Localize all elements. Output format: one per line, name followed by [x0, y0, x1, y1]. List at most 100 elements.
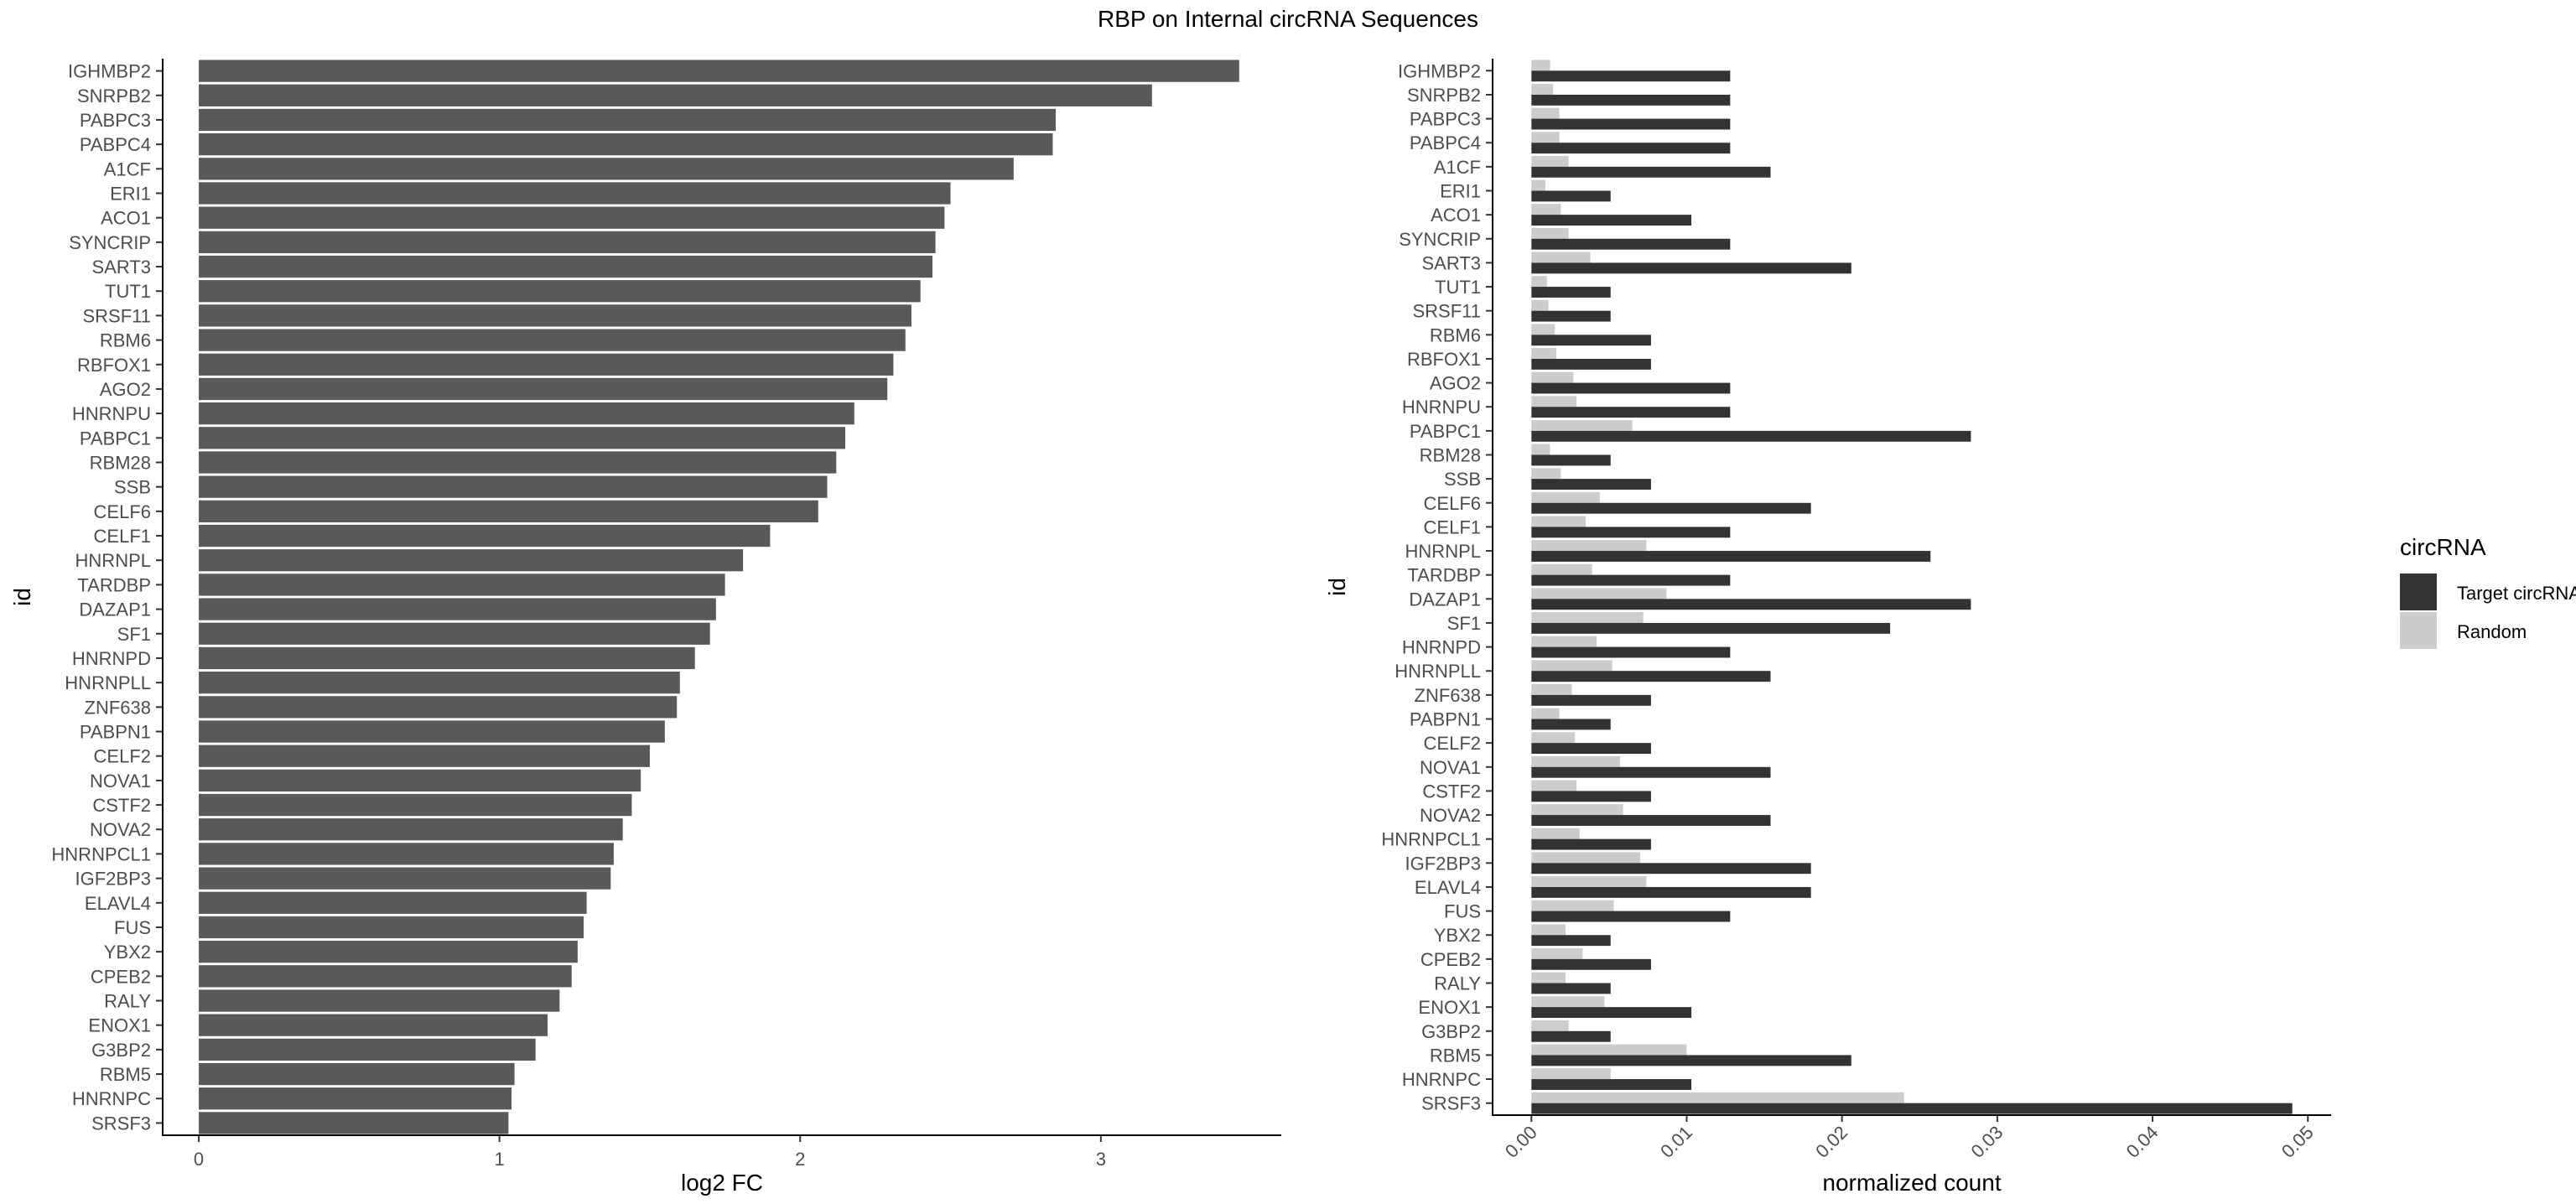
y-tick-label-ssb: SSB: [114, 477, 151, 498]
y-tick-label-hnrnpll: HNRNPLL: [1394, 661, 1481, 682]
y-tick-label-rbm28: RBM28: [1420, 445, 1481, 466]
bar-target-nova1: [1531, 766, 1771, 778]
bar-random-hnrnpl: [1531, 540, 1647, 552]
x-tick-label: 0: [194, 1149, 204, 1170]
bar-target-pabpc3: [1531, 118, 1731, 130]
bar-target-raly: [1531, 983, 1611, 994]
y-tick-label-sf1: SF1: [1447, 613, 1481, 634]
bar-random-cstf2: [1531, 780, 1576, 791]
y-tick-label-hnrnpd: HNRNPD: [72, 648, 151, 669]
bar-hnrnpcl1: [199, 843, 614, 865]
bar-syncrip: [199, 231, 936, 253]
bar-ago2: [199, 377, 888, 401]
bar-target-srsf3: [1531, 1103, 2293, 1114]
y-tick-label-rbm5: RBM5: [100, 1064, 151, 1085]
y-tick-label-srsf11: SRSF11: [82, 305, 151, 326]
y-tick-label-cstf2: CSTF2: [92, 795, 151, 816]
bar-random-hnrnpcl1: [1531, 828, 1580, 839]
bar-random-snrpb2: [1531, 84, 1554, 95]
bar-snrpb2: [199, 84, 1152, 106]
y-tick-label-celf1: CELF1: [94, 526, 151, 547]
bar-celf2: [199, 745, 650, 767]
y-tick-label-snrpb2: SNRPB2: [1407, 85, 1481, 106]
y-tick-label-igf2bp3: IGF2BP3: [75, 869, 151, 890]
y-tick-label-hnrnpu: HNRNPU: [72, 403, 151, 424]
y-tick-label-hnrnpl: HNRNPL: [75, 550, 151, 571]
bar-pabpn1: [199, 720, 665, 743]
y-tick-label-pabpn1: PABPN1: [80, 722, 151, 743]
y-tick-label-fus: FUS: [1444, 901, 1481, 922]
y-tick-label-znf638: ZNF638: [85, 697, 151, 718]
bar-nova2: [199, 818, 623, 841]
bar-random-pabpc3: [1531, 107, 1560, 119]
bar-target-pabpc1: [1531, 430, 1971, 442]
bar-random-dazap1: [1531, 588, 1667, 599]
bar-celf6: [199, 500, 818, 522]
bar-target-syncrip: [1531, 238, 1731, 250]
y-tick-label-fus: FUS: [114, 917, 151, 938]
bar-target-dazap1: [1531, 599, 1971, 610]
bar-target-ssb: [1531, 479, 1651, 490]
bar-target-tut1: [1531, 287, 1611, 298]
y-tick-label-rbm6: RBM6: [100, 330, 151, 351]
y-tick-label-pabpc3: PABPC3: [80, 110, 151, 131]
bar-random-cpeb2: [1531, 947, 1583, 959]
y-tick-label-pabpc3: PABPC3: [1410, 109, 1481, 130]
x-tick-label: 2: [795, 1149, 805, 1170]
y-tick-label-srsf3: SRSF3: [91, 1113, 151, 1134]
bar-target-elavl4: [1531, 886, 1811, 898]
bar-random-enox1: [1531, 996, 1605, 1008]
bar-random-pabpc1: [1531, 419, 1633, 431]
bar-fus: [199, 916, 584, 939]
bar-target-fus: [1531, 911, 1731, 922]
bar-srsf11: [199, 304, 911, 327]
bar-random-pabpn1: [1531, 708, 1560, 719]
bar-ighmbp2: [199, 60, 1239, 82]
bar-target-hnrnpu: [1531, 407, 1731, 418]
y-tick-label-a1cf: A1CF: [1434, 157, 1481, 178]
left-y-tick-labels: IGHMBP2 SNRPB2 PABPC3 PABPC4 A1CF ERI1 ACO1 SYN…: [51, 61, 163, 1134]
y-tick-label-srsf3: SRSF3: [1421, 1093, 1481, 1114]
bar-rbm5: [199, 1062, 515, 1086]
bar-aco1: [199, 206, 945, 229]
bar-raly: [199, 989, 560, 1012]
bar-target-cstf2: [1531, 791, 1651, 802]
bar-tardbp: [199, 573, 725, 596]
y-tick-label-celf6: CELF6: [1424, 493, 1481, 514]
bar-target-celf6: [1531, 502, 1811, 514]
y-tick-label-ago2: AGO2: [1430, 373, 1481, 394]
y-tick-label-srsf11: SRSF11: [1412, 301, 1481, 322]
bar-random-a1cf: [1531, 155, 1569, 167]
bar-random-rbfox1: [1531, 348, 1556, 359]
bar-ssb: [199, 475, 828, 498]
bar-target-nova2: [1531, 815, 1771, 826]
y-tick-label-eri1: ERI1: [1440, 181, 1481, 202]
y-tick-label-hnrnpcl1: HNRNPCL1: [1381, 829, 1481, 850]
y-tick-label-rbfox1: RBFOX1: [1407, 349, 1481, 370]
bar-srsf3: [199, 1112, 509, 1134]
y-tick-label-nova2: NOVA2: [90, 819, 151, 840]
bar-znf638: [199, 696, 678, 719]
y-tick-label-g3bp2: G3BP2: [91, 1040, 151, 1061]
y-tick-label-elavl4: ELAVL4: [1415, 877, 1481, 898]
legend-key-random: [2400, 612, 2437, 649]
bar-random-hnrnpc: [1531, 1068, 1611, 1080]
bar-pabpc3: [199, 108, 1057, 132]
y-tick-label-aco1: ACO1: [101, 208, 151, 229]
bar-random-hnrnpu: [1531, 396, 1576, 407]
y-tick-label-hnrnpll: HNRNPLL: [65, 672, 151, 693]
bar-target-eri1: [1531, 190, 1611, 202]
x-tick-label: 1: [495, 1149, 505, 1170]
y-tick-label-dazap1: DAZAP1: [79, 599, 151, 620]
y-tick-label-enox1: ENOX1: [1418, 997, 1481, 1018]
y-tick-label-hnrnpcl1: HNRNPCL1: [51, 843, 151, 864]
y-tick-label-pabpc1: PABPC1: [1410, 421, 1481, 442]
bar-sart3: [199, 255, 933, 278]
y-tick-label-raly: RALY: [1434, 973, 1481, 994]
y-tick-label-celf6: CELF6: [94, 501, 151, 522]
y-tick-label-dazap1: DAZAP1: [1409, 589, 1481, 610]
y-tick-label-hnrnpl: HNRNPL: [1405, 541, 1481, 562]
y-tick-label-cpeb2: CPEB2: [91, 966, 151, 987]
y-tick-label-hnrnpc: HNRNPC: [1402, 1069, 1481, 1090]
y-tick-label-tut1: TUT1: [105, 281, 151, 302]
